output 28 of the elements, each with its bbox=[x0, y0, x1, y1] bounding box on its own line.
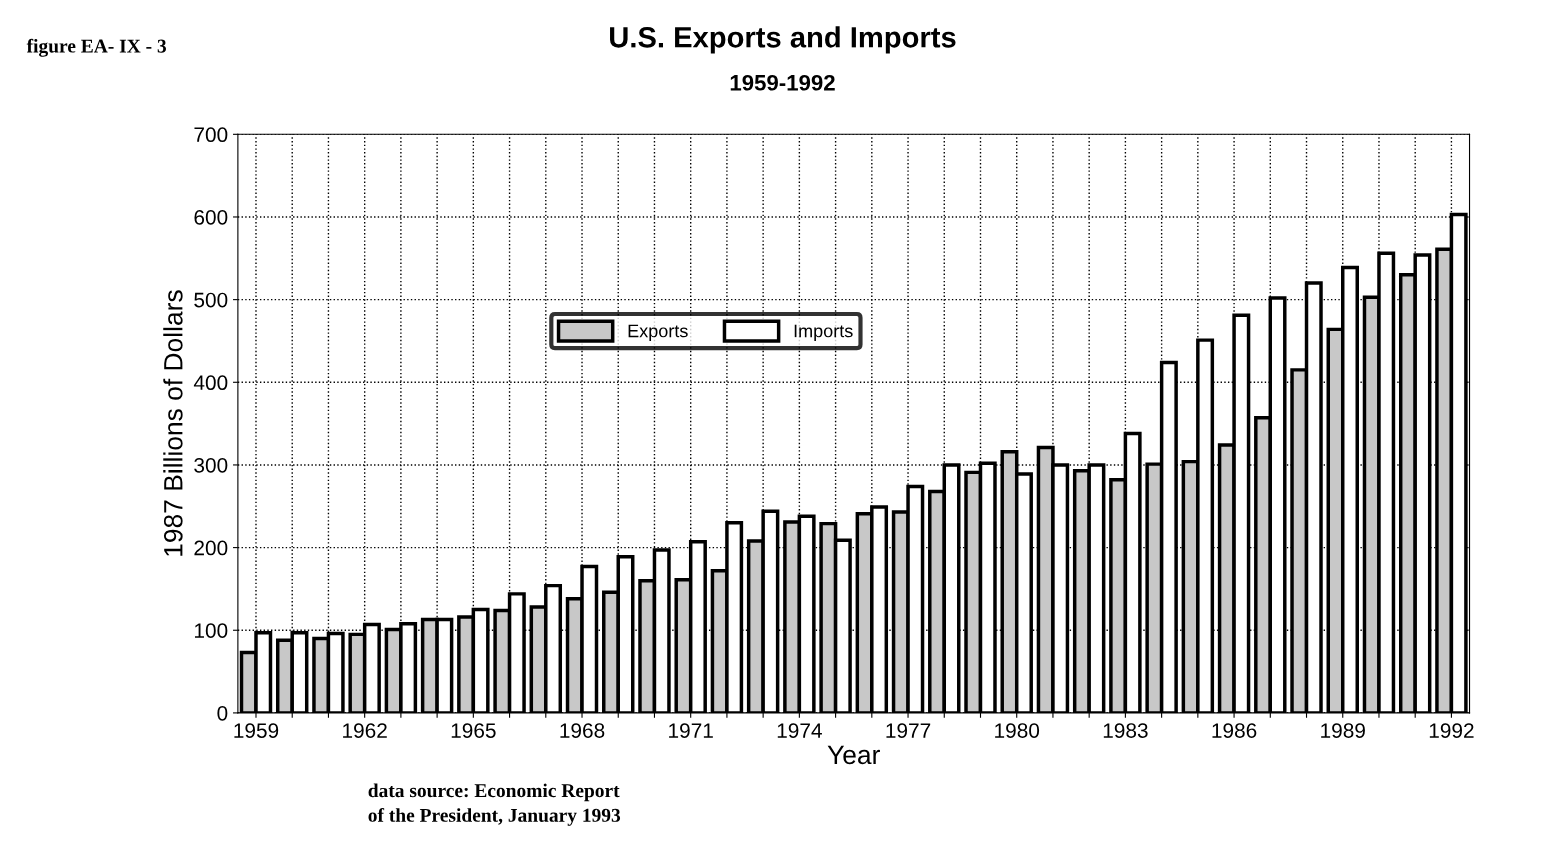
x-tick-label: 1965 bbox=[451, 723, 496, 738]
y-axis-title: 1987 Billions of Dollars bbox=[163, 290, 183, 556]
text: figure EA- IX - 3 bbox=[26, 38, 167, 57]
legend-label: Exports bbox=[628, 324, 688, 341]
x-tick-label: 1962 bbox=[343, 723, 387, 738]
y-tick-label: 600 bbox=[194, 209, 228, 225]
y-tick-label: 700 bbox=[194, 127, 228, 143]
y-tick-label: 100 bbox=[194, 623, 228, 639]
x-tick-label: 1986 bbox=[1212, 723, 1257, 738]
y-tick-label: 500 bbox=[194, 292, 228, 308]
x-tick-label: 1974 bbox=[777, 723, 822, 738]
x-axis-title: Year bbox=[827, 745, 880, 765]
x-tick-label: 1980 bbox=[995, 723, 1040, 738]
y-tick-label: 400 bbox=[193, 375, 228, 391]
y-tick-label: 0 bbox=[217, 705, 228, 721]
chart-subtitle: 1959-1992 bbox=[730, 74, 835, 91]
legend-label: Imports bbox=[794, 324, 853, 341]
y-tick-label: 200 bbox=[194, 540, 228, 556]
x-tick-label: 1977 bbox=[886, 723, 931, 738]
x-tick-label: 1971 bbox=[669, 723, 713, 738]
x-tick-label: 1959 bbox=[234, 723, 279, 738]
x-tick-label: 1992 bbox=[1429, 723, 1474, 738]
x-tick-label: 1968 bbox=[560, 723, 605, 738]
y-tick-label: 300 bbox=[194, 457, 228, 473]
source-note: data source: Economic Report of the President, January 1993 bbox=[368, 783, 621, 826]
chart-title: U.S. Exports and Imports bbox=[610, 26, 956, 54]
x-tick-label: 1983 bbox=[1103, 723, 1148, 738]
x-tick-label: 1989 bbox=[1321, 723, 1365, 738]
